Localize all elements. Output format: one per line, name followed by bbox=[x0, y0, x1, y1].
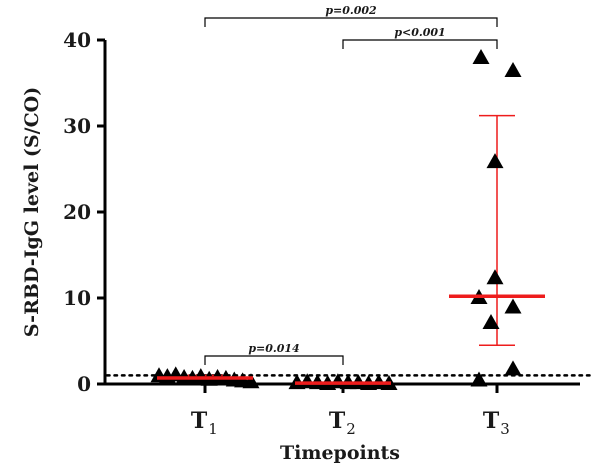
x-tick-label: T bbox=[191, 408, 208, 434]
p-value-label: p=0.014 bbox=[248, 342, 299, 355]
data-point bbox=[486, 269, 504, 285]
x-axis-title: Timepoints bbox=[280, 442, 400, 464]
y-tick-label: 0 bbox=[77, 372, 91, 396]
significance-bracket bbox=[204, 355, 344, 365]
y-axis-ticks: 0 10 20 30 40 bbox=[63, 28, 105, 396]
data-point bbox=[472, 49, 490, 65]
y-axis-title: S-RBD-IgG level (S/CO) bbox=[21, 87, 43, 337]
x-tick-label-subscript: 2 bbox=[346, 420, 356, 438]
data-point bbox=[470, 371, 488, 387]
data-point bbox=[486, 153, 504, 169]
data-point bbox=[504, 298, 522, 314]
p-value-label: p<0.001 bbox=[394, 26, 445, 39]
x-tick-label-subscript: 1 bbox=[208, 420, 218, 438]
data-point bbox=[504, 360, 522, 376]
significance-bracket bbox=[342, 39, 498, 49]
data-point bbox=[504, 61, 522, 77]
x-tick-label: T bbox=[329, 408, 346, 434]
y-tick-label: 20 bbox=[63, 200, 91, 224]
p-value-label: p=0.002 bbox=[325, 4, 377, 17]
data-points bbox=[150, 49, 545, 390]
x-tick-label-subscript: 3 bbox=[500, 420, 510, 438]
data-point bbox=[482, 313, 500, 329]
x-tick-label: T bbox=[483, 408, 500, 434]
significance-brackets: p=0.002 p<0.001 p=0.014 bbox=[204, 4, 498, 365]
significance-bracket bbox=[204, 17, 498, 27]
y-tick-label: 40 bbox=[63, 28, 91, 52]
data-point bbox=[242, 373, 260, 389]
y-tick-label: 10 bbox=[63, 286, 91, 310]
y-tick-label: 30 bbox=[63, 114, 91, 138]
